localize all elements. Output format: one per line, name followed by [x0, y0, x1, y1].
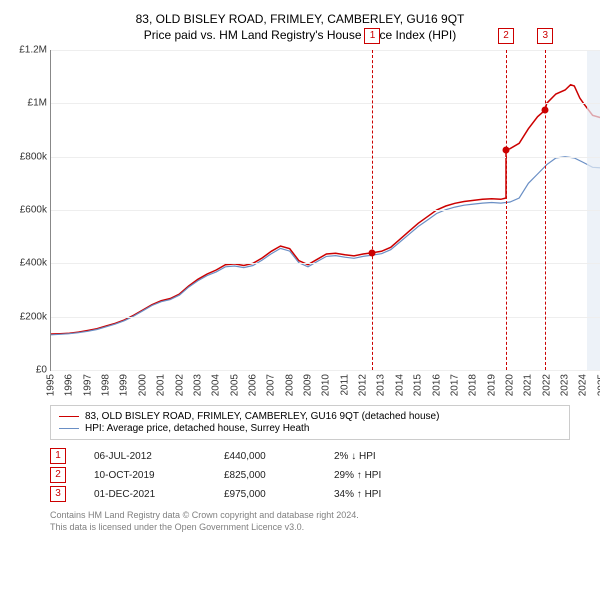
gridline — [51, 317, 600, 318]
gridline — [51, 263, 600, 264]
x-axis-label: 2008 — [284, 374, 295, 396]
sales-row-price: £975,000 — [224, 489, 334, 500]
x-axis-label: 2025 — [596, 374, 600, 396]
y-axis-label: £1.2M — [19, 45, 47, 56]
x-axis-label: 1995 — [46, 374, 57, 396]
attribution-line2: This data is licensed under the Open Gov… — [50, 522, 590, 534]
gridline — [51, 103, 600, 104]
attribution-line1: Contains HM Land Registry data © Crown c… — [50, 510, 590, 522]
sales-table: 1 06-JUL-2012£440,0002% ↓ HPI 2 10-OCT-2019… — [50, 448, 590, 502]
gridline — [51, 157, 600, 158]
gridline — [51, 210, 600, 211]
sales-row-date: 06-JUL-2012 — [94, 451, 224, 462]
x-axis-label: 2004 — [211, 374, 222, 396]
legend-swatch — [59, 428, 79, 429]
x-axis-label: 2013 — [376, 374, 387, 396]
y-axis-label: £200k — [20, 311, 47, 322]
x-axis-label: 2024 — [578, 374, 589, 396]
y-axis-label: £600k — [20, 205, 47, 216]
x-axis-label: 1998 — [101, 374, 112, 396]
y-axis-label: £800k — [20, 151, 47, 162]
x-axis-label: 2017 — [449, 374, 460, 396]
x-axis-label: 2015 — [413, 374, 424, 396]
sale-point — [502, 147, 509, 154]
x-axis-label: 2000 — [137, 374, 148, 396]
sales-row-diff: 2% ↓ HPI — [334, 451, 424, 462]
x-axis-label: 2023 — [560, 374, 571, 396]
sale-marker-label: 1 — [364, 28, 380, 44]
sale-vline — [545, 50, 546, 370]
x-axis-label: 2002 — [174, 374, 185, 396]
sale-vline — [372, 50, 373, 370]
y-axis-label: £1M — [28, 98, 47, 109]
price-chart: £0£200k£400k£600k£800k£1M£1.2M1995199619… — [50, 50, 600, 371]
x-axis-label: 2022 — [541, 374, 552, 396]
x-axis-label: 2010 — [321, 374, 332, 396]
legend-swatch — [59, 416, 79, 417]
x-axis-label: 2006 — [247, 374, 258, 396]
x-axis-label: 1999 — [119, 374, 130, 396]
x-axis-label: 2011 — [339, 374, 350, 396]
sales-row-date: 01-DEC-2021 — [94, 489, 224, 500]
chart-legend: 83, OLD BISLEY ROAD, FRIMLEY, CAMBERLEY,… — [50, 405, 570, 440]
sale-point — [369, 249, 376, 256]
series-hpi — [51, 157, 600, 335]
sales-row-marker: 2 — [50, 467, 66, 483]
page-title-line1: 83, OLD BISLEY ROAD, FRIMLEY, CAMBERLEY,… — [10, 12, 590, 26]
x-axis-label: 2009 — [303, 374, 314, 396]
sales-row-diff: 34% ↑ HPI — [334, 489, 424, 500]
x-axis-label: 2014 — [394, 374, 405, 396]
x-axis-label: 1996 — [64, 374, 75, 396]
sale-vline — [506, 50, 507, 370]
y-axis-label: £400k — [20, 258, 47, 269]
legend-row: 83, OLD BISLEY ROAD, FRIMLEY, CAMBERLEY,… — [59, 411, 561, 422]
x-axis-label: 2021 — [523, 374, 534, 396]
x-axis-label: 2012 — [358, 374, 369, 396]
sale-point — [542, 107, 549, 114]
x-axis-label: 2007 — [266, 374, 277, 396]
sales-row-price: £825,000 — [224, 470, 334, 481]
sale-marker-label: 2 — [498, 28, 514, 44]
x-axis-label: 2020 — [505, 374, 516, 396]
legend-label: 83, OLD BISLEY ROAD, FRIMLEY, CAMBERLEY,… — [85, 411, 439, 422]
sales-row: 2 10-OCT-2019£825,00029% ↑ HPI — [50, 467, 590, 483]
legend-row: HPI: Average price, detached house, Surr… — [59, 423, 561, 434]
gridline — [51, 50, 600, 51]
x-axis-label: 2003 — [192, 374, 203, 396]
sales-row-marker: 3 — [50, 486, 66, 502]
sales-row: 3 01-DEC-2021£975,00034% ↑ HPI — [50, 486, 590, 502]
gridline — [51, 370, 600, 371]
x-axis-label: 2018 — [468, 374, 479, 396]
sales-row: 1 06-JUL-2012£440,0002% ↓ HPI — [50, 448, 590, 464]
attribution-text: Contains HM Land Registry data © Crown c… — [50, 510, 590, 533]
legend-label: HPI: Average price, detached house, Surr… — [85, 423, 309, 434]
sale-marker-label: 3 — [537, 28, 553, 44]
x-axis-label: 2019 — [486, 374, 497, 396]
sales-row-diff: 29% ↑ HPI — [334, 470, 424, 481]
sales-row-marker: 1 — [50, 448, 66, 464]
x-axis-label: 1997 — [82, 374, 93, 396]
x-axis-label: 2005 — [229, 374, 240, 396]
sales-row-date: 10-OCT-2019 — [94, 470, 224, 481]
sales-row-price: £440,000 — [224, 451, 334, 462]
x-axis-label: 2001 — [156, 374, 167, 396]
x-axis-label: 2016 — [431, 374, 442, 396]
